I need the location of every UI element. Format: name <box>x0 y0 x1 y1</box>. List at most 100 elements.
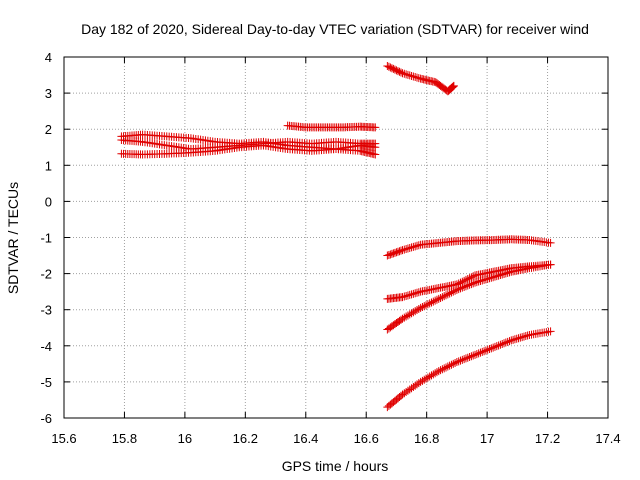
data-point <box>402 291 411 300</box>
series-arc-8 <box>383 260 555 334</box>
data-point <box>398 293 407 302</box>
data-point <box>414 288 423 297</box>
data-point <box>476 277 485 285</box>
data-point <box>411 289 420 298</box>
data-point <box>454 285 463 294</box>
data-point <box>546 238 555 247</box>
data-point <box>463 281 472 290</box>
data-point <box>458 355 467 364</box>
data-point <box>452 358 461 367</box>
data-point <box>416 303 425 312</box>
data-point <box>469 272 478 281</box>
data-point <box>469 279 478 288</box>
data-point <box>483 345 492 354</box>
data-point <box>445 289 454 298</box>
data-point <box>396 68 405 77</box>
data-point <box>485 345 494 354</box>
data-point <box>454 357 463 366</box>
data-point <box>418 302 427 311</box>
data-point <box>467 273 476 282</box>
data-point <box>436 293 445 302</box>
y-tick-labels: -6 -5 -4 -3 -2 -1 0 1 2 3 4 <box>40 50 52 426</box>
data-point <box>438 293 447 302</box>
x-tick-label: 16.8 <box>414 431 439 446</box>
data-point <box>398 314 407 323</box>
data-point <box>458 283 467 292</box>
data-point <box>490 342 499 351</box>
y-tick-label: 0 <box>45 194 52 209</box>
data-point <box>422 301 431 310</box>
chart-title: Day 182 of 2020, Sidereal Day-to-day VTE… <box>81 21 589 37</box>
data-point <box>405 71 414 80</box>
data-point <box>371 150 380 159</box>
series-arc-4 <box>283 121 380 132</box>
data-point <box>402 312 411 321</box>
series-arc-6 <box>383 235 555 260</box>
axis-ticks <box>63 56 609 419</box>
data-point <box>501 269 510 278</box>
y-tick-label: 3 <box>45 86 52 101</box>
data-point <box>456 284 465 293</box>
data-point <box>480 275 489 284</box>
data-point <box>443 290 452 299</box>
data-point <box>461 282 470 291</box>
data-point <box>478 347 487 356</box>
data-point <box>443 362 452 371</box>
data-point <box>425 299 434 308</box>
y-tick-label: -3 <box>40 303 52 318</box>
y-tick-label: 2 <box>45 122 52 137</box>
data-point <box>474 349 483 358</box>
data-point <box>438 365 447 374</box>
data-point <box>402 70 411 79</box>
data-point <box>429 297 438 306</box>
data-point <box>518 333 527 342</box>
data-point <box>460 282 469 291</box>
data-point <box>423 373 432 382</box>
data-point <box>403 291 412 300</box>
data-point <box>420 302 429 311</box>
x-tick-label: 16.2 <box>233 431 258 446</box>
data-point <box>400 245 409 254</box>
data-point <box>403 244 412 253</box>
x-tick-label: 15.6 <box>51 431 76 446</box>
y-tick-label: -5 <box>40 375 52 390</box>
data-point <box>436 366 445 375</box>
data-point <box>420 375 429 384</box>
data-point <box>503 268 512 277</box>
data-point <box>411 307 420 316</box>
y-tick-label: -4 <box>40 339 52 354</box>
data-point <box>422 374 431 383</box>
data-point <box>474 277 483 286</box>
data-point <box>487 344 496 353</box>
data-point <box>411 73 420 82</box>
data-point <box>398 246 407 255</box>
data-point <box>403 311 412 320</box>
data-point <box>405 243 414 252</box>
data-point <box>423 300 432 309</box>
data-point <box>505 337 514 346</box>
data-point <box>514 334 523 343</box>
data-point <box>509 335 518 344</box>
data-point <box>471 350 480 359</box>
y-tick-label: -6 <box>40 411 52 426</box>
data-point <box>481 275 490 284</box>
series-arc-5 <box>383 62 458 96</box>
data-point <box>461 354 470 363</box>
data-point <box>400 292 409 301</box>
data-point <box>440 292 449 301</box>
data-point <box>521 332 530 341</box>
data-point <box>427 371 436 380</box>
series-arc-7 <box>383 260 555 303</box>
data-point <box>505 268 514 277</box>
data-point <box>449 81 458 90</box>
data-point <box>371 139 380 148</box>
data-point <box>507 336 516 345</box>
data-point <box>412 288 421 297</box>
data-point <box>371 123 380 132</box>
data-point <box>480 347 489 356</box>
data-point <box>451 358 460 367</box>
data-point <box>492 342 501 351</box>
data-point <box>405 310 414 319</box>
y-tick-label: 1 <box>45 158 52 173</box>
